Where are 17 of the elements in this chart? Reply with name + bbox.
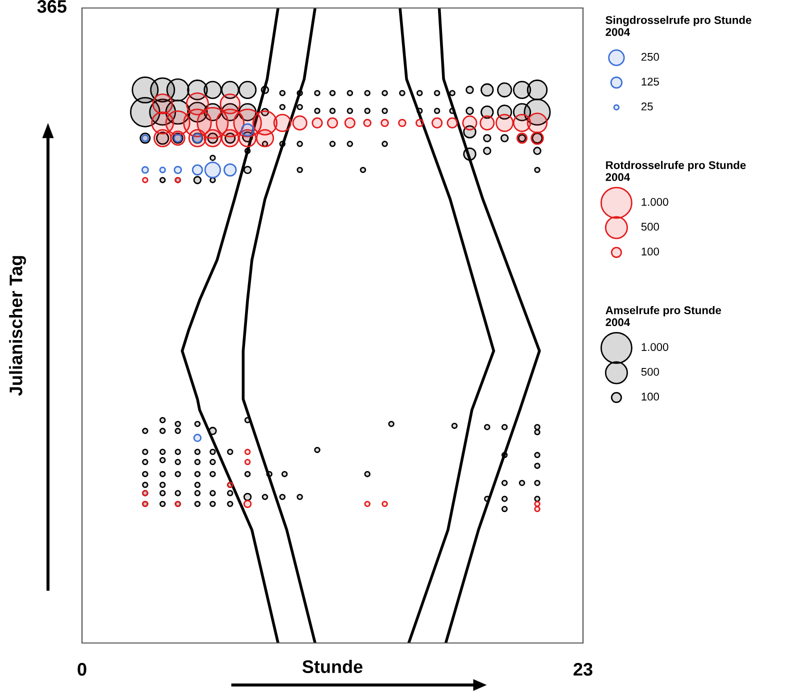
legend-label: 25	[641, 102, 653, 110]
legend-label: 500	[641, 222, 659, 231]
x-tick-label: 0	[78, 662, 86, 676]
text: Amselrufe pro Stunde 2004	[606, 306, 722, 326]
text: Rotdrosselrufe pro Stunde 2004	[606, 160, 746, 182]
text: 365	[37, 0, 66, 13]
legend-label: 500	[641, 368, 659, 376]
legend-label: 1.000	[642, 198, 668, 206]
legend-label: 1.000	[642, 343, 668, 351]
legend-label: 250	[641, 52, 659, 61]
y-axis-title: Julianischer Tag	[9, 256, 26, 396]
x-axis-title: Stunde	[302, 660, 362, 674]
legend-label: 100	[642, 392, 659, 401]
text: Singdrosselrufe pro Stunde 2004	[606, 16, 752, 36]
legend-label: 125	[642, 78, 659, 86]
x-tick-label: 23	[574, 662, 592, 676]
legend-label: 100	[642, 248, 659, 256]
